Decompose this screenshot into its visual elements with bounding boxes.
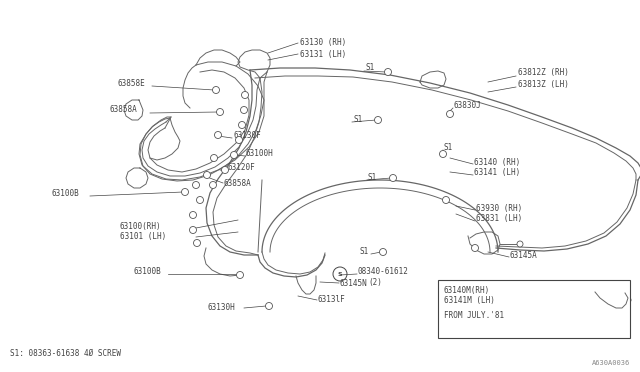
Text: 63145A: 63145A: [510, 250, 538, 260]
Text: 08340-61612: 08340-61612: [358, 267, 409, 276]
Text: S1: S1: [365, 64, 374, 73]
Circle shape: [204, 171, 211, 179]
Text: S1: S1: [444, 144, 453, 153]
Circle shape: [472, 244, 479, 251]
Text: 63100(RH): 63100(RH): [120, 221, 162, 231]
Circle shape: [440, 151, 447, 157]
Text: 63858A: 63858A: [110, 106, 138, 115]
Text: 63830J: 63830J: [454, 102, 482, 110]
Circle shape: [266, 302, 273, 310]
Circle shape: [241, 92, 248, 99]
Circle shape: [214, 131, 221, 138]
Text: 63141 (LH): 63141 (LH): [474, 169, 520, 177]
Circle shape: [209, 182, 216, 189]
Text: 63140 (RH): 63140 (RH): [474, 157, 520, 167]
Circle shape: [212, 87, 220, 93]
Text: 63120F: 63120F: [228, 164, 256, 173]
Circle shape: [241, 106, 248, 113]
Text: S1: S1: [368, 173, 377, 183]
Text: A630A0036: A630A0036: [592, 360, 630, 366]
Text: S1: S1: [353, 115, 362, 125]
Text: S: S: [338, 272, 342, 276]
Circle shape: [211, 154, 218, 161]
Circle shape: [196, 196, 204, 203]
Circle shape: [517, 241, 523, 247]
Circle shape: [236, 137, 243, 144]
Text: 63858E: 63858E: [118, 78, 146, 87]
Text: 63130H: 63130H: [207, 304, 235, 312]
Text: 63831 (LH): 63831 (LH): [476, 215, 522, 224]
Text: 63141M (LH): 63141M (LH): [444, 296, 495, 305]
Text: 63100B: 63100B: [134, 267, 162, 276]
Text: 63930 (RH): 63930 (RH): [476, 203, 522, 212]
Text: 63813Z (LH): 63813Z (LH): [518, 80, 569, 89]
Circle shape: [193, 182, 200, 189]
Circle shape: [221, 167, 228, 173]
Circle shape: [237, 272, 243, 279]
Circle shape: [447, 110, 454, 118]
Circle shape: [374, 116, 381, 124]
Circle shape: [390, 174, 397, 182]
Circle shape: [182, 189, 189, 196]
Circle shape: [593, 290, 599, 296]
Text: 63131 (LH): 63131 (LH): [300, 49, 346, 58]
Text: FROM JULY.'81: FROM JULY.'81: [444, 311, 504, 320]
Text: 63812Z (RH): 63812Z (RH): [518, 68, 569, 77]
Circle shape: [625, 297, 631, 303]
Text: 63100B: 63100B: [52, 189, 80, 199]
Circle shape: [189, 227, 196, 234]
Circle shape: [385, 68, 392, 76]
Circle shape: [380, 248, 387, 256]
Text: 6313lF: 6313lF: [318, 295, 346, 305]
Text: 63101 (LH): 63101 (LH): [120, 232, 166, 241]
Text: S1: 08363-61638 4Ø SCREW: S1: 08363-61638 4Ø SCREW: [10, 349, 121, 358]
Text: 63145N: 63145N: [340, 279, 368, 288]
Circle shape: [189, 212, 196, 218]
Text: 63100H: 63100H: [246, 148, 274, 157]
Circle shape: [230, 151, 237, 158]
Circle shape: [442, 196, 449, 203]
Circle shape: [193, 240, 200, 247]
Circle shape: [239, 122, 246, 128]
Text: S1: S1: [360, 247, 369, 257]
Text: 63140M(RH): 63140M(RH): [444, 285, 490, 295]
Text: (2): (2): [368, 279, 382, 288]
Text: 63858A: 63858A: [224, 179, 252, 187]
Bar: [438, 280, 630, 338]
Text: 63130 (RH): 63130 (RH): [300, 38, 346, 48]
Text: 63130F: 63130F: [233, 131, 260, 140]
Circle shape: [216, 109, 223, 115]
